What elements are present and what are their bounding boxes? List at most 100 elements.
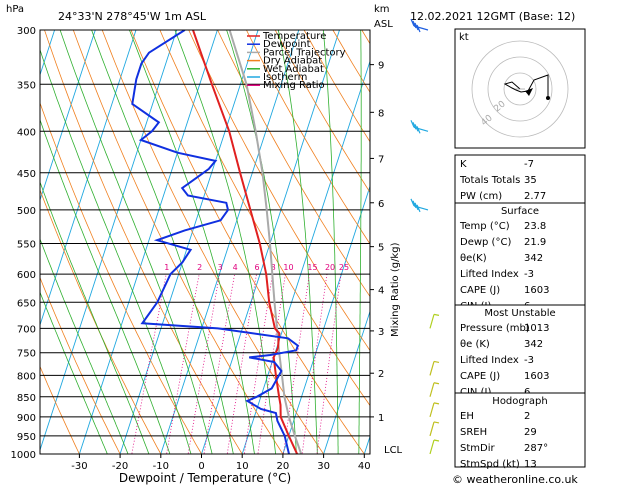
indices-section-title: Surface	[501, 206, 539, 217]
wind-barb-flag	[414, 22, 419, 31]
axes: 3003504004505005506006507007508008509009…	[11, 26, 385, 472]
mixing-ratio-value: 8	[271, 263, 276, 272]
index-label: Totals Totals	[459, 175, 520, 186]
index-value: 23.8	[524, 221, 546, 232]
legend-label: Parcel Trajectory	[263, 47, 346, 58]
dry-adiabat-line	[188, 30, 370, 352]
wet-adiabat-line	[277, 30, 318, 454]
wind-barb-flag	[416, 126, 421, 134]
index-value: 2.77	[524, 191, 546, 202]
km-tick-label: 6	[378, 199, 384, 210]
km-tick-label: 1	[378, 413, 384, 424]
dry-adiabat-line	[159, 30, 370, 407]
wind-barb-shaft	[429, 421, 435, 437]
pressure-tick-label: 750	[17, 349, 36, 360]
indices-box	[454, 202, 586, 306]
index-label: Pressure (mb)	[460, 323, 530, 334]
temp-tick-label: 30	[317, 461, 330, 472]
hodograph-trace	[503, 74, 549, 98]
temp-tick-label: -10	[153, 461, 169, 472]
series-parcel-trajectory-line	[228, 30, 303, 454]
mixing-ratio-value: 4	[233, 263, 238, 272]
km-tick-label: 8	[378, 108, 384, 119]
hodograph-ring	[487, 56, 553, 122]
height-unit-label: km	[374, 4, 390, 15]
location-title: 24°33'N 278°45'W 1m ASL	[58, 10, 207, 23]
pressure-tick-label: 850	[17, 393, 36, 404]
legend-label: Dry Adiabat	[263, 56, 322, 67]
km-tick-label: 9	[378, 61, 384, 72]
footer-credit: © weatheronline.co.uk	[452, 473, 578, 486]
index-value: 1013	[524, 323, 549, 334]
mixing-ratio-value: 20	[325, 263, 335, 272]
legend-label: Temperature	[262, 31, 326, 42]
plot-frame	[39, 29, 371, 455]
index-value: 342	[524, 253, 543, 264]
dry-adiabat-line	[40, 276, 121, 454]
mixing-ratio-value: 1	[164, 263, 169, 272]
wet-adiabat-line	[40, 237, 129, 454]
wet-adiabat-line	[358, 30, 362, 454]
mixing-ratio-value: 10	[283, 263, 293, 272]
mixing-ratio-value: 2	[197, 263, 202, 272]
hodograph-ring	[471, 40, 569, 138]
index-label: EH	[460, 411, 474, 422]
legend-label: Mixing Ratio	[263, 80, 325, 91]
wet-adiabat-line	[40, 290, 108, 454]
hodograph-endpoint	[546, 96, 550, 100]
pressure-tick-label: 950	[17, 432, 36, 443]
wet-adiabat-line	[128, 30, 255, 454]
dry-adiabat-line	[101, 30, 325, 454]
dry-adiabat-line	[217, 30, 370, 298]
mixing-ratio-labels: 1 2 3 4 6 8 10 15 20 25	[164, 263, 349, 272]
wind-barb-flag	[433, 421, 440, 424]
wind-barb-flag	[410, 18, 415, 27]
wind-barb-flag	[433, 439, 440, 442]
pressure-tick-label: 300	[17, 26, 36, 37]
wind-barb-flag	[433, 382, 440, 385]
legend-label: Isotherm	[263, 72, 307, 83]
wind-barb-flag	[433, 360, 440, 364]
dry-adiabat-line	[245, 30, 370, 245]
index-value: 21.9	[524, 237, 546, 248]
index-value: 35	[524, 175, 537, 186]
wet-adiabat-line	[40, 180, 150, 454]
index-label: Lifted Index	[460, 269, 519, 280]
index-label: Temp (°C)	[459, 221, 510, 232]
temp-tick-label: -30	[71, 461, 87, 472]
indices-section-title: Most Unstable	[484, 308, 555, 319]
wind-barb-flag	[416, 24, 421, 33]
index-value: 287°	[524, 443, 548, 454]
wet-adiabat-line	[40, 118, 171, 454]
isotherm-line	[323, 309, 370, 454]
km-tick-label: 5	[378, 243, 384, 254]
mixing-ratio-value: 3	[218, 263, 223, 272]
pressure-tick-label: 550	[17, 239, 36, 250]
wind-barb-flag	[416, 204, 421, 213]
legend-label: Dewpoint	[263, 39, 311, 50]
index-label: θe (K)	[460, 339, 490, 350]
wind-barb-shaft	[429, 382, 435, 397]
index-label: PW (cm)	[460, 191, 502, 202]
dry-adiabat-line	[72, 30, 284, 454]
wind-barb-shaft	[429, 361, 435, 376]
wind-barbs	[410, 18, 440, 455]
indices-box	[454, 392, 586, 468]
series-temperature-line	[192, 30, 299, 454]
index-value: 1603	[524, 371, 549, 382]
indices-tables: K -7 Totals Totals 35 PW (cm) 2.77 Surface Temp…	[454, 154, 586, 470]
index-value: 342	[524, 339, 543, 350]
mixing-ratio-value: 6	[254, 263, 259, 272]
mixing-ratio-axis-label: Mixing Ratio (g/kg)	[390, 242, 401, 337]
wind-barb-flag	[414, 124, 419, 132]
dry-adiabat-line	[303, 30, 370, 143]
km-tick-label: 3	[378, 327, 384, 338]
wind-barb-flag	[412, 20, 417, 29]
temp-tick-label: 40	[358, 461, 371, 472]
indices-box	[454, 154, 586, 204]
wet-adiabat-line	[174, 30, 276, 454]
km-tick-label: 7	[378, 154, 384, 165]
dry-adiabat-line	[44, 30, 243, 454]
